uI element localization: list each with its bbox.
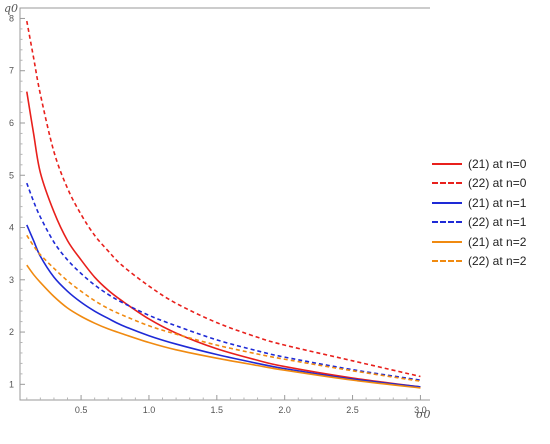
legend-swatch [432, 240, 462, 243]
y-tick-label: 7 [9, 66, 14, 76]
series-line-4 [26, 264, 421, 389]
y-tick-label: 2 [9, 327, 14, 337]
series-line-1 [26, 20, 421, 378]
legend-label: (22) at n=1 [468, 215, 527, 230]
plot-frame [19, 7, 430, 401]
legend-label: (22) at n=2 [468, 254, 527, 269]
x-axis-ticks: 0.5 1.0 1.5 2.0 2.5 3.0 [26, 395, 427, 415]
legend-item: (22) at n=1 [432, 213, 548, 233]
legend-swatch [432, 260, 462, 263]
legend-item: (21) at n=2 [432, 232, 548, 252]
legend-item: (21) at n=1 [432, 193, 548, 213]
x-tick-label: 1.0 [143, 405, 156, 415]
y-axis-ticks: 1 2 3 4 5 6 7 8 [9, 13, 25, 389]
x-tick-label: 0.5 [75, 405, 88, 415]
y-axis-label: q0 [4, 2, 18, 15]
x-tick-label: 2.5 [346, 405, 359, 415]
series-layer [26, 20, 421, 389]
legend-label: (21) at n=1 [468, 195, 527, 210]
series-line-3 [26, 182, 421, 381]
y-tick-label: 5 [9, 170, 14, 180]
legend-label: (22) at n=0 [468, 176, 527, 191]
series-line-2 [26, 224, 421, 388]
y-tick-label: 4 [9, 223, 14, 233]
legend-item: (22) at n=0 [432, 174, 548, 194]
line-chart: 0.5 1.0 1.5 2.0 2.5 3.0 1 2 3 4 5 6 7 8 q0 σ0 [4, 2, 430, 421]
x-tick-label: 1.5 [211, 405, 224, 415]
x-tick-label: 2.0 [278, 405, 291, 415]
legend: (21) at n=0 (22) at n=0 (21) at n=1 (22) at… [432, 154, 548, 271]
legend-swatch [432, 201, 462, 204]
series-line-5 [26, 234, 421, 382]
legend-label: (21) at n=2 [468, 234, 527, 249]
legend-swatch [432, 182, 462, 185]
legend-label: (21) at n=0 [468, 156, 527, 171]
legend-item: (21) at n=0 [432, 154, 548, 174]
x-tick-label: 3.0 [414, 405, 427, 415]
y-tick-label: 1 [9, 379, 14, 389]
legend-swatch [432, 162, 462, 165]
x-axis-label: σ0 [416, 408, 430, 421]
legend-swatch [432, 221, 462, 224]
y-tick-label: 6 [9, 118, 14, 128]
y-tick-label: 3 [9, 275, 14, 285]
legend-item: (22) at n=2 [432, 252, 548, 272]
series-line-0 [26, 91, 421, 388]
y-tick-label: 8 [9, 13, 14, 23]
